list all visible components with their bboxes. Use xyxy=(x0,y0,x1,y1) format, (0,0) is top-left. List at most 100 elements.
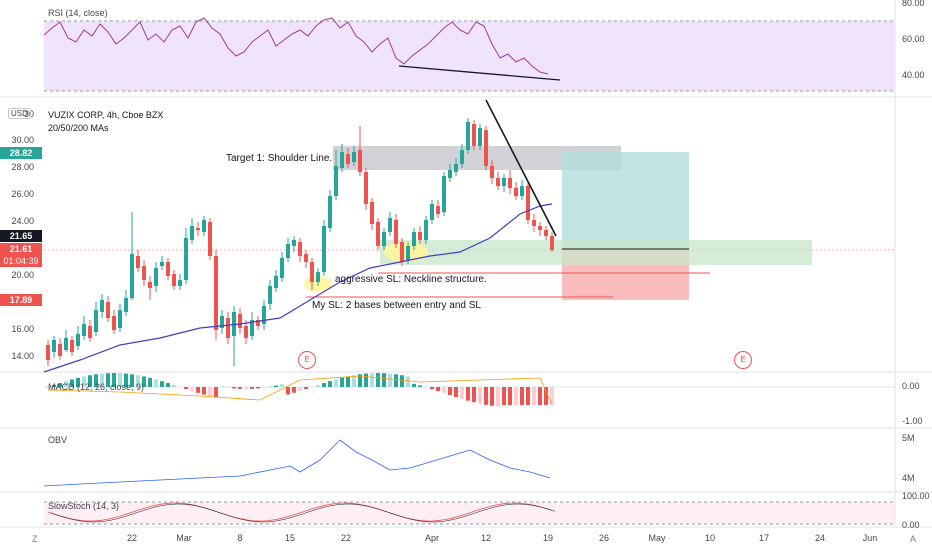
macd-bar xyxy=(508,387,512,405)
macd-bar xyxy=(226,387,230,388)
zoom-reset-button[interactable]: Z xyxy=(32,534,38,544)
macd-bar xyxy=(394,374,398,387)
macd-bar xyxy=(160,381,164,387)
macd-axis-tick: 0.00 xyxy=(902,381,920,391)
candle-body xyxy=(70,340,74,352)
candle-body xyxy=(262,306,266,324)
stoch-d xyxy=(50,503,556,523)
candle-body xyxy=(178,280,182,286)
macd-bar xyxy=(292,387,296,393)
candle-body xyxy=(220,316,224,328)
candle-body xyxy=(112,316,116,330)
macd-bar xyxy=(166,383,170,387)
price-axis-tick: 20.00 xyxy=(11,270,34,280)
candle-body xyxy=(136,256,140,268)
obv-axis-tick: 5M xyxy=(902,433,915,443)
time-axis-tick: Jun xyxy=(863,533,878,543)
macd-bar xyxy=(490,387,494,406)
stoch-axis-tick: 0.00 xyxy=(902,520,920,530)
candle-body xyxy=(46,345,50,360)
rsi-axis-tick: 60.00 xyxy=(902,34,925,44)
downtrend-line xyxy=(485,99,557,237)
candle-body xyxy=(292,240,296,246)
obv-line xyxy=(43,439,551,487)
candle-body xyxy=(508,178,512,188)
candle-body xyxy=(298,242,302,256)
macd-bar xyxy=(370,373,374,387)
candle-body xyxy=(160,262,164,266)
candle-body xyxy=(154,268,158,286)
macd-bar xyxy=(304,387,308,389)
price-tag-stop: 17.89 xyxy=(0,294,42,306)
macd-bar xyxy=(520,387,524,405)
candle-body xyxy=(346,154,350,164)
macd-bar xyxy=(64,381,68,387)
time-axis-tick: 19 xyxy=(543,533,553,543)
profit-zone xyxy=(562,152,689,249)
macd-bar xyxy=(376,373,380,387)
macd-bar xyxy=(136,375,140,387)
auto-scale-button[interactable]: A xyxy=(910,534,917,544)
macd-bar xyxy=(118,373,122,387)
candle-body xyxy=(340,152,344,168)
candle-body xyxy=(238,314,242,328)
macd-axis-tick: -1.00 xyxy=(902,416,923,426)
candle-body xyxy=(388,218,392,232)
macd-bar xyxy=(100,373,104,387)
price-axis-tick: 16.00 xyxy=(11,324,34,334)
time-axis-tick: 10 xyxy=(705,533,715,543)
macd-bar xyxy=(496,387,500,407)
candle-body xyxy=(184,238,188,280)
earnings-marker-1[interactable]: E xyxy=(298,351,316,369)
price-axis-tick: 30.00 xyxy=(11,135,34,145)
earnings-marker-2[interactable]: E xyxy=(734,351,752,369)
candle-body xyxy=(226,318,230,338)
macd-bar xyxy=(340,377,344,387)
macd-bar xyxy=(418,385,422,387)
macd-bar xyxy=(70,379,74,387)
macd-bar xyxy=(214,387,218,398)
macd-bar xyxy=(484,387,488,405)
candle-body xyxy=(376,222,380,246)
macd-bar xyxy=(88,375,92,387)
candle-body xyxy=(526,186,530,220)
macd-bar xyxy=(298,387,302,391)
candle-body xyxy=(328,196,332,228)
macd-bar xyxy=(262,387,266,388)
candle-body xyxy=(244,326,248,338)
macd-bar xyxy=(154,379,158,387)
candle-body xyxy=(322,226,326,272)
macd-bar xyxy=(430,387,434,390)
candle-body xyxy=(412,232,416,246)
macd-bar xyxy=(364,373,368,387)
macd-bar xyxy=(400,375,404,387)
candle-body xyxy=(400,242,404,262)
macd-bar xyxy=(184,387,188,390)
candle-body xyxy=(364,172,368,204)
candle-body xyxy=(208,222,212,256)
macd-bar xyxy=(82,376,86,387)
macd-bar xyxy=(124,373,128,387)
macd-bar xyxy=(352,375,356,387)
candle-body xyxy=(58,344,62,356)
candle-body xyxy=(478,128,482,146)
candle-body xyxy=(268,286,272,304)
macd-bar xyxy=(244,387,248,389)
candle-body xyxy=(250,320,254,336)
candle-body xyxy=(256,320,260,326)
macd-bar xyxy=(334,379,338,387)
candle-body xyxy=(370,202,374,224)
candle-body xyxy=(484,130,488,166)
macd-bar xyxy=(58,383,62,387)
currency-badge[interactable]: USD xyxy=(8,108,31,119)
candle-body xyxy=(310,262,314,282)
my-sl-annotation: My SL: 2 bases between entry and SL xyxy=(312,300,481,311)
candle-body xyxy=(316,272,320,282)
candle-body xyxy=(172,274,176,286)
entry-zone xyxy=(380,240,812,265)
macd-bar xyxy=(274,385,278,387)
macd-bar xyxy=(406,376,410,387)
price-axis-tick: 14.00 xyxy=(11,351,34,361)
candle-body xyxy=(280,258,284,278)
